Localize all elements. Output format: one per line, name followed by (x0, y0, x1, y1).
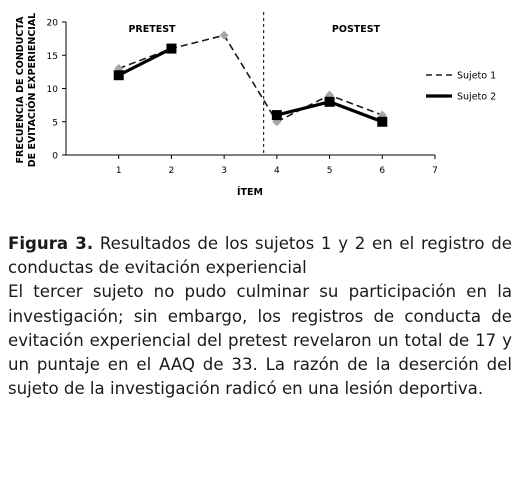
x-axis-label: ÍTEM (237, 186, 263, 198)
y-tick-label: 0 (52, 152, 58, 162)
series-2-point (377, 117, 387, 127)
chart-legend: Sujeto 1 Sujeto 2 (426, 71, 496, 103)
y-tick-label: 20 (47, 19, 59, 29)
y-tick-label: 5 (52, 118, 58, 128)
figure-caption: Figura 3. Resultados de los sujetos 1 y … (8, 232, 512, 401)
chart-series (114, 31, 388, 127)
series-1-line (119, 35, 277, 121)
y-tick-label: 15 (47, 52, 58, 62)
phase-label-pretest: PRETEST (128, 24, 176, 35)
chart-axes: 0 5 10 15 20 1 2 3 4 5 6 7 (47, 19, 438, 177)
x-tick-label: 7 (432, 166, 438, 176)
caption-title: Figura 3. Resultados de los sujetos 1 y … (8, 232, 512, 280)
x-tick-label: 5 (327, 166, 333, 176)
line-chart: 0 5 10 15 20 1 2 3 4 5 6 7 Sujeto 1 Sujeto 2 FRECUEN… (0, 0, 518, 215)
series-1-point (220, 31, 229, 40)
x-tick-label: 3 (221, 166, 227, 176)
caption-body: El tercer sujeto no pudo culminar su par… (8, 280, 512, 401)
series-2-point (114, 70, 124, 80)
x-tick-label: 1 (116, 166, 122, 176)
x-tick-label: 6 (379, 166, 385, 176)
phase-label-postest: POSTEST (332, 24, 381, 35)
legend-label-series-1: Sujeto 1 (457, 71, 496, 82)
series-2-point (166, 44, 176, 54)
legend-label-series-2: Sujeto 2 (457, 92, 496, 103)
figure-label: Figura 3. (8, 234, 93, 253)
y-tick-label: 10 (47, 85, 59, 95)
series-2-point (325, 97, 335, 107)
y-axis-label-line-2: DE EVITACIÓN EXPERIENCIAL (26, 13, 38, 167)
x-tick-label: 2 (169, 166, 175, 176)
series-2-point (272, 110, 282, 120)
series-2-line (119, 49, 172, 76)
x-tick-label: 4 (274, 166, 280, 176)
y-axis-label-line-1: FRECUENCIA DE CONDUCTA (15, 16, 26, 164)
